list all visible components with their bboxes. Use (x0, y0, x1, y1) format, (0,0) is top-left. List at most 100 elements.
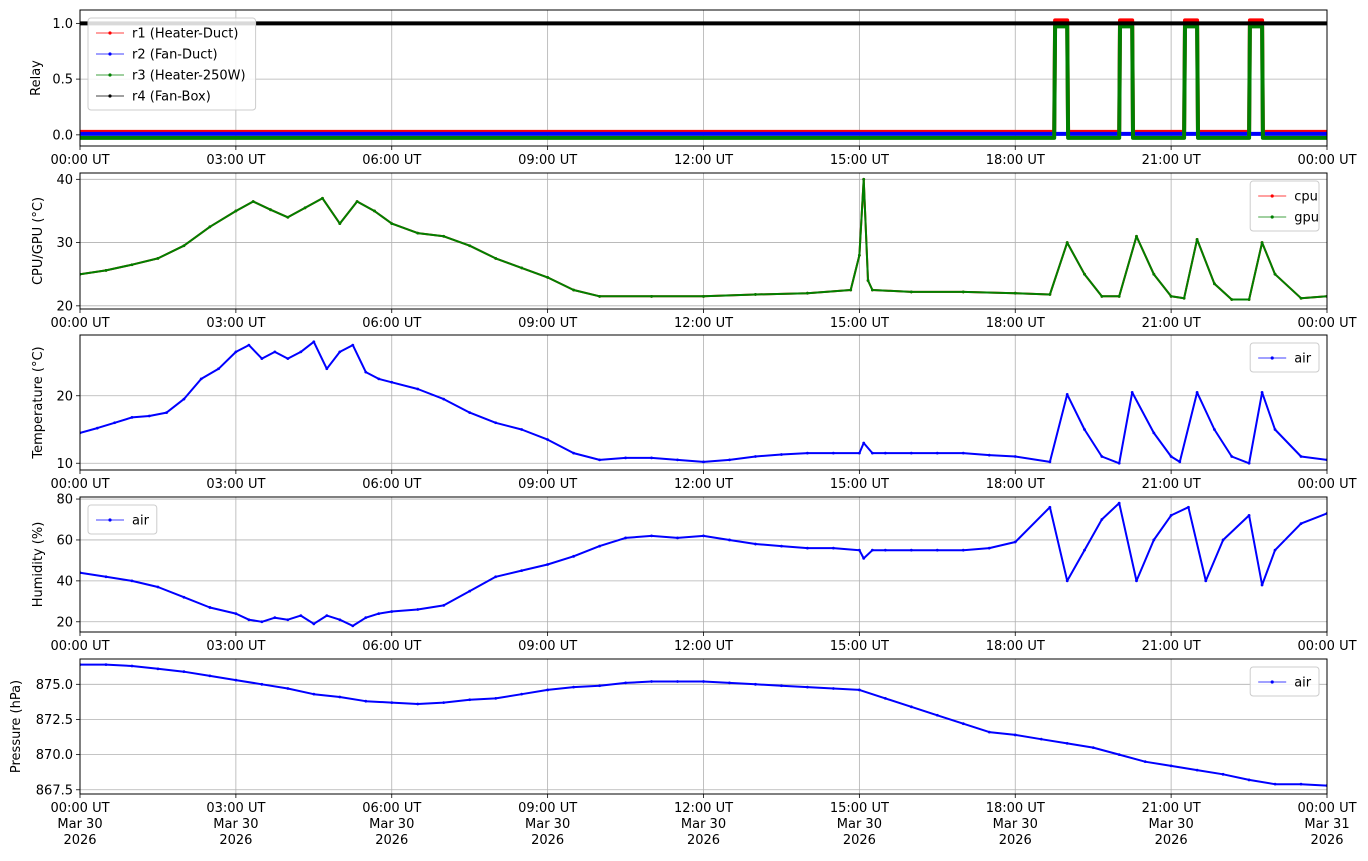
data-point (1178, 460, 1182, 464)
data-point (676, 680, 679, 683)
data-point (325, 614, 329, 618)
panel-2: 00:00 UT 03:00 UT 06:00 UT 09:00 UT 12:00 UT… (31, 172, 1357, 331)
legend-marker (108, 94, 112, 98)
data-point (442, 234, 446, 238)
data-point (702, 294, 705, 298)
data-point (1169, 455, 1173, 458)
data-point (299, 350, 303, 354)
legend: air (1249, 666, 1320, 697)
x-tick-label: 03:00 UT (206, 153, 265, 168)
legend-marker (108, 52, 112, 56)
panel-3: 00:00 UT 03:00 UT 06:00 UT 09:00 UT 12:00 UT… (31, 334, 1357, 492)
data-point (806, 546, 809, 550)
x-tick-label: 21:00 UT (1142, 801, 1201, 816)
y-tick-label: 40 (56, 173, 73, 188)
data-point (1247, 514, 1251, 517)
data-point (338, 695, 342, 699)
data-point (247, 343, 251, 347)
legend-label: air (132, 514, 150, 529)
data-point (728, 458, 731, 462)
panels: 00:00 UT 03:00 UT 06:00 UT 09:00 UT 12:00 UT… (9, 9, 1357, 848)
data-point (416, 231, 420, 235)
data-point (442, 604, 446, 607)
x-tick-label: 12:00 UT (674, 639, 733, 654)
data-point (147, 414, 151, 418)
x-date-label: 2026 (687, 833, 720, 848)
legend: air (87, 504, 158, 535)
data-point (961, 548, 965, 552)
x-date-label: 2026 (1155, 833, 1188, 848)
data-point (1261, 136, 1265, 140)
data-point (1083, 548, 1086, 552)
data-point (234, 612, 238, 615)
x-date-label: Mar 30 (837, 817, 882, 832)
data-point (325, 367, 329, 371)
legend-box (1249, 666, 1320, 697)
data-point (416, 387, 420, 391)
data-point (857, 451, 861, 455)
x-tick-label: 03:00 UT (206, 801, 265, 816)
data-point (754, 455, 757, 458)
data-point (312, 692, 316, 696)
x-date-label: Mar 31 (1304, 817, 1349, 832)
y-tick-label: 20 (56, 389, 73, 404)
data-point (156, 667, 160, 671)
data-point (831, 546, 835, 550)
data-point (1065, 393, 1069, 396)
data-point (338, 222, 342, 226)
y-axis-label: Pressure (hPa) (9, 680, 24, 773)
data-point (650, 294, 653, 298)
data-point (1183, 24, 1187, 28)
data-point (987, 730, 991, 734)
x-tick-label: 21:00 UT (1142, 316, 1201, 331)
data-point (1299, 522, 1303, 525)
data-point (572, 451, 576, 455)
data-point (113, 421, 117, 425)
x-date-label: 2026 (63, 833, 96, 848)
data-point (156, 585, 160, 589)
data-point (247, 618, 251, 622)
data-point (1182, 296, 1186, 300)
data-point (935, 713, 939, 717)
data-point (273, 350, 277, 354)
y-axis-label: Temperature (°C) (31, 346, 46, 459)
data-point (1117, 461, 1121, 465)
data-point (546, 688, 550, 692)
data-point (935, 548, 939, 552)
data-point (1048, 293, 1052, 296)
data-point (1260, 24, 1264, 28)
y-tick-label: 10 (56, 457, 73, 472)
axes-frame (79, 658, 1328, 795)
data-point (364, 616, 368, 620)
legend-label: gpu (1294, 211, 1319, 226)
data-point (870, 548, 874, 552)
legend-marker (1270, 680, 1274, 684)
data-point (1065, 241, 1069, 244)
data-point (806, 291, 809, 295)
y-tick-label: 872.5 (36, 713, 73, 728)
data-point (857, 688, 861, 692)
data-point (1143, 760, 1147, 764)
data-point (1299, 782, 1303, 786)
y-tick-label: 80 (56, 493, 73, 508)
data-point (1066, 136, 1070, 140)
y-tick-label: 870.0 (36, 748, 73, 763)
data-point (312, 622, 316, 626)
y-tick-label: 875.0 (36, 678, 73, 693)
legend-box (1249, 180, 1320, 232)
data-point (442, 701, 446, 704)
data-point (1117, 753, 1121, 757)
data-point (1195, 238, 1199, 241)
data-point (468, 244, 472, 248)
data-point (273, 616, 277, 620)
data-point (1135, 234, 1138, 238)
data-point (377, 612, 381, 615)
data-point (1117, 501, 1121, 505)
data-point (1152, 431, 1156, 435)
data-point (377, 377, 381, 381)
data-point (1169, 294, 1173, 298)
x-date-label: Mar 30 (681, 817, 726, 832)
data-point (862, 177, 866, 181)
legend: r1 (Heater-Duct) r2 (Fan-Duct) r3 (Heater-… (87, 17, 257, 111)
